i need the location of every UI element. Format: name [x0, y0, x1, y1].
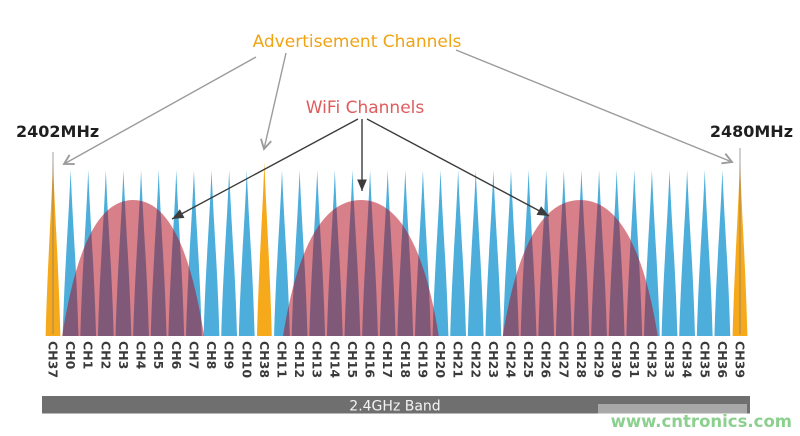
advertisement-arrows: [62, 49, 734, 165]
ble-spike-ch9: [221, 170, 238, 336]
channel-label-ch24: CH24: [503, 341, 518, 378]
channel-label-ch28: CH28: [574, 341, 589, 378]
freq-label-2402mhz: 2402MHz: [16, 122, 99, 141]
ble-spike-ch35: [696, 170, 713, 336]
channel-label-ch27: CH27: [556, 341, 571, 378]
channel-label-ch0: CH0: [63, 341, 78, 370]
channel-label-ch30: CH30: [609, 341, 624, 378]
channel-label-ch4: CH4: [134, 341, 149, 370]
channel-label-ch25: CH25: [521, 341, 536, 378]
channel-label-ch23: CH23: [486, 341, 501, 378]
ble-spike-ch38: [256, 162, 272, 336]
channel-label-ch37: CH37: [46, 341, 61, 378]
channel-label-ch39: CH39: [732, 341, 747, 378]
channel-label-ch17: CH17: [380, 341, 395, 378]
arrow-to-ch37: [62, 56, 257, 165]
channel-label-ch6: CH6: [169, 341, 184, 370]
channel-label-ch12: CH12: [292, 341, 307, 378]
channel-label-ch2: CH2: [98, 341, 113, 369]
ble-spike-ch23: [485, 170, 502, 336]
channel-label-ch9: CH9: [222, 341, 237, 369]
channel-label-ch20: CH20: [433, 341, 448, 378]
channel-label-ch7: CH7: [186, 341, 201, 369]
wifi-channel-domes: [62, 200, 658, 336]
wifi-channels-label: WiFi Channels: [306, 98, 425, 118]
channel-label-ch32: CH32: [644, 341, 659, 378]
channel-label-ch15: CH15: [345, 341, 360, 378]
channel-label-ch34: CH34: [680, 341, 695, 378]
channel-label-ch14: CH14: [327, 341, 342, 378]
ble-spike-ch22: [467, 170, 484, 336]
channel-label-ch11: CH11: [274, 341, 289, 378]
ble-spike-ch34: [679, 170, 696, 336]
arrow-to-wifi-dome-1: [171, 118, 359, 220]
wifi-channel-dome-3: [502, 200, 658, 336]
channel-label-ch3: CH3: [116, 341, 131, 369]
ble-spike-ch36: [714, 170, 731, 336]
advertisement-channels-label: Advertisement Channels: [253, 32, 462, 52]
ble-spike-ch11: [274, 170, 290, 336]
watermark-backdrop: [598, 404, 747, 414]
channel-label-ch16: CH16: [363, 341, 378, 378]
band-bar: 2.4GHz Band: [42, 396, 750, 415]
channel-label-ch31: CH31: [627, 341, 642, 378]
freq-label-2480mhz: 2480MHz: [710, 122, 793, 141]
frequency-markers: [52, 148, 741, 334]
channel-label-ch26: CH26: [539, 341, 554, 378]
channel-label-ch18: CH18: [398, 341, 413, 378]
channel-label-ch8: CH8: [204, 341, 219, 369]
watermark-text: www.cntronics.com: [611, 412, 792, 431]
ble-spike-ch20: [432, 170, 449, 336]
channel-label-ch13: CH13: [310, 341, 325, 378]
channel-label-ch19: CH19: [415, 341, 430, 378]
channel-label-ch35: CH35: [697, 341, 712, 378]
channel-label-ch38: CH38: [257, 341, 272, 378]
channel-label-ch33: CH33: [662, 341, 677, 378]
ble-spike-ch21: [450, 170, 467, 336]
ble-spike-ch8: [203, 170, 220, 336]
wifi-arrows: [171, 118, 550, 220]
band-bar-rect: [42, 396, 750, 414]
channel-labels: CH37 CH0 CH1 CH2 CH3 CH4 CH5 CH6 CH7 CH8 CH9 CH10 CH…: [46, 341, 748, 378]
ble-spike-ch33: [661, 170, 678, 336]
arrow-to-wifi-dome-3: [366, 118, 550, 217]
wifi-channel-dome-1: [62, 200, 205, 336]
channel-label-ch5: CH5: [151, 341, 166, 369]
band-label: 2.4GHz Band: [349, 399, 440, 415]
wifi-channel-dome-2: [283, 200, 439, 336]
arrow-to-ch38: [260, 52, 287, 151]
channel-label-ch21: CH21: [451, 341, 466, 378]
channel-label-ch1: CH1: [81, 341, 96, 369]
channel-label-ch10: CH10: [239, 341, 254, 378]
ble-spike-ch10: [238, 170, 255, 336]
channel-label-ch29: CH29: [592, 341, 607, 378]
channel-label-ch36: CH36: [715, 341, 730, 378]
arrow-to-ch39: [455, 49, 734, 165]
channel-label-ch22: CH22: [468, 341, 483, 378]
